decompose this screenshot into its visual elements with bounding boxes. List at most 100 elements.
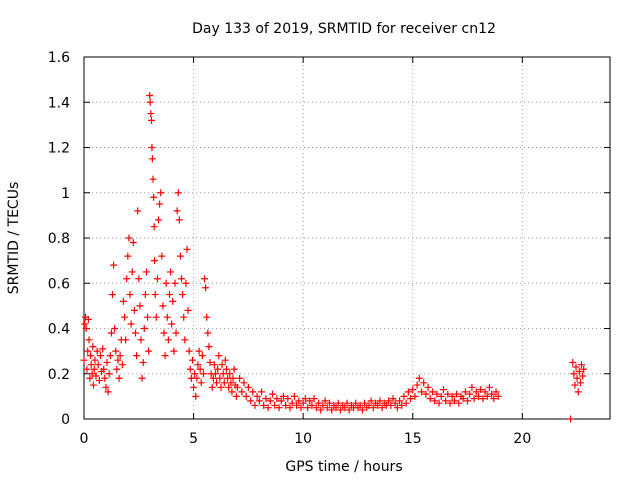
data-point bbox=[262, 395, 270, 403]
data-point bbox=[172, 329, 180, 337]
data-point bbox=[92, 372, 100, 380]
data-point bbox=[400, 392, 408, 400]
data-point bbox=[575, 367, 583, 375]
data-point bbox=[158, 252, 166, 260]
data-point bbox=[127, 320, 135, 328]
data-point bbox=[156, 200, 164, 208]
y-tick-label: 0.6 bbox=[48, 276, 70, 292]
data-point bbox=[433, 390, 441, 398]
data-point bbox=[208, 383, 216, 391]
data-point bbox=[198, 352, 206, 360]
data-point bbox=[260, 401, 268, 409]
data-point bbox=[570, 370, 578, 378]
data-point bbox=[179, 291, 187, 299]
data-point bbox=[183, 245, 191, 253]
data-point bbox=[481, 388, 489, 396]
data-point bbox=[431, 397, 439, 405]
data-point bbox=[205, 343, 213, 351]
data-point bbox=[470, 395, 478, 403]
data-point bbox=[209, 374, 217, 382]
data-point bbox=[196, 365, 204, 373]
data-point bbox=[119, 297, 127, 305]
plot-frame bbox=[83, 56, 611, 420]
data-point bbox=[134, 207, 142, 215]
data-point bbox=[255, 397, 263, 405]
data-point bbox=[116, 352, 124, 360]
data-point bbox=[81, 320, 89, 328]
data-point bbox=[82, 325, 90, 332]
data-point bbox=[147, 110, 155, 118]
data-point bbox=[80, 356, 88, 364]
data-point bbox=[336, 406, 344, 414]
data-point bbox=[358, 406, 366, 414]
data-point bbox=[226, 370, 234, 378]
data-point bbox=[490, 395, 498, 403]
data-point bbox=[151, 257, 159, 265]
data-point bbox=[247, 397, 255, 405]
data-point bbox=[367, 397, 375, 405]
data-point bbox=[249, 388, 257, 396]
data-point bbox=[213, 379, 221, 387]
data-point bbox=[219, 370, 227, 378]
data-point bbox=[442, 397, 450, 405]
data-point bbox=[461, 388, 469, 396]
y-tick-label: 1 bbox=[61, 186, 70, 202]
data-point bbox=[404, 388, 412, 396]
data-point bbox=[464, 397, 472, 405]
data-point bbox=[141, 291, 149, 299]
data-point bbox=[334, 399, 342, 407]
data-point bbox=[217, 383, 225, 391]
data-point bbox=[194, 361, 202, 369]
x-tick-label: 10 bbox=[294, 431, 312, 447]
data-point bbox=[407, 395, 415, 403]
data-points bbox=[80, 91, 588, 423]
data-point bbox=[167, 268, 175, 276]
data-point bbox=[572, 363, 580, 371]
data-point bbox=[88, 370, 96, 378]
data-point bbox=[87, 361, 95, 369]
data-point bbox=[203, 313, 211, 321]
data-point bbox=[145, 347, 153, 355]
data-point bbox=[271, 401, 279, 409]
data-point bbox=[306, 397, 314, 405]
data-point bbox=[578, 361, 586, 369]
data-point bbox=[424, 383, 432, 391]
data-point bbox=[488, 390, 496, 398]
data-point bbox=[409, 386, 417, 394]
grid-layer bbox=[84, 57, 610, 419]
data-point bbox=[343, 399, 351, 407]
data-point bbox=[191, 370, 199, 378]
x-tick-label: 20 bbox=[513, 431, 531, 447]
data-point bbox=[162, 279, 170, 287]
data-point bbox=[142, 268, 150, 276]
data-point bbox=[104, 388, 112, 396]
data-point bbox=[286, 404, 294, 412]
data-point bbox=[361, 399, 369, 407]
chart-title: Day 133 of 2019, SRMTID for receiver cn1… bbox=[192, 21, 496, 37]
data-point bbox=[192, 392, 200, 400]
data-point bbox=[90, 365, 98, 373]
data-point bbox=[125, 234, 133, 242]
data-point bbox=[435, 399, 443, 407]
data-point bbox=[385, 397, 393, 405]
data-point bbox=[215, 352, 223, 360]
data-point bbox=[222, 365, 230, 373]
data-point bbox=[444, 390, 452, 398]
data-point bbox=[418, 388, 426, 396]
data-point bbox=[144, 313, 152, 321]
data-point bbox=[155, 216, 163, 224]
data-point bbox=[230, 365, 238, 373]
data-point bbox=[185, 347, 193, 355]
data-point bbox=[173, 207, 181, 215]
data-point bbox=[199, 370, 207, 378]
data-point bbox=[308, 401, 316, 409]
data-point bbox=[89, 343, 97, 351]
data-point bbox=[293, 401, 301, 409]
data-point bbox=[174, 189, 182, 197]
data-point bbox=[225, 383, 233, 391]
data-point bbox=[264, 404, 272, 412]
data-point bbox=[218, 361, 226, 369]
data-point bbox=[115, 374, 123, 382]
data-point bbox=[411, 392, 419, 400]
